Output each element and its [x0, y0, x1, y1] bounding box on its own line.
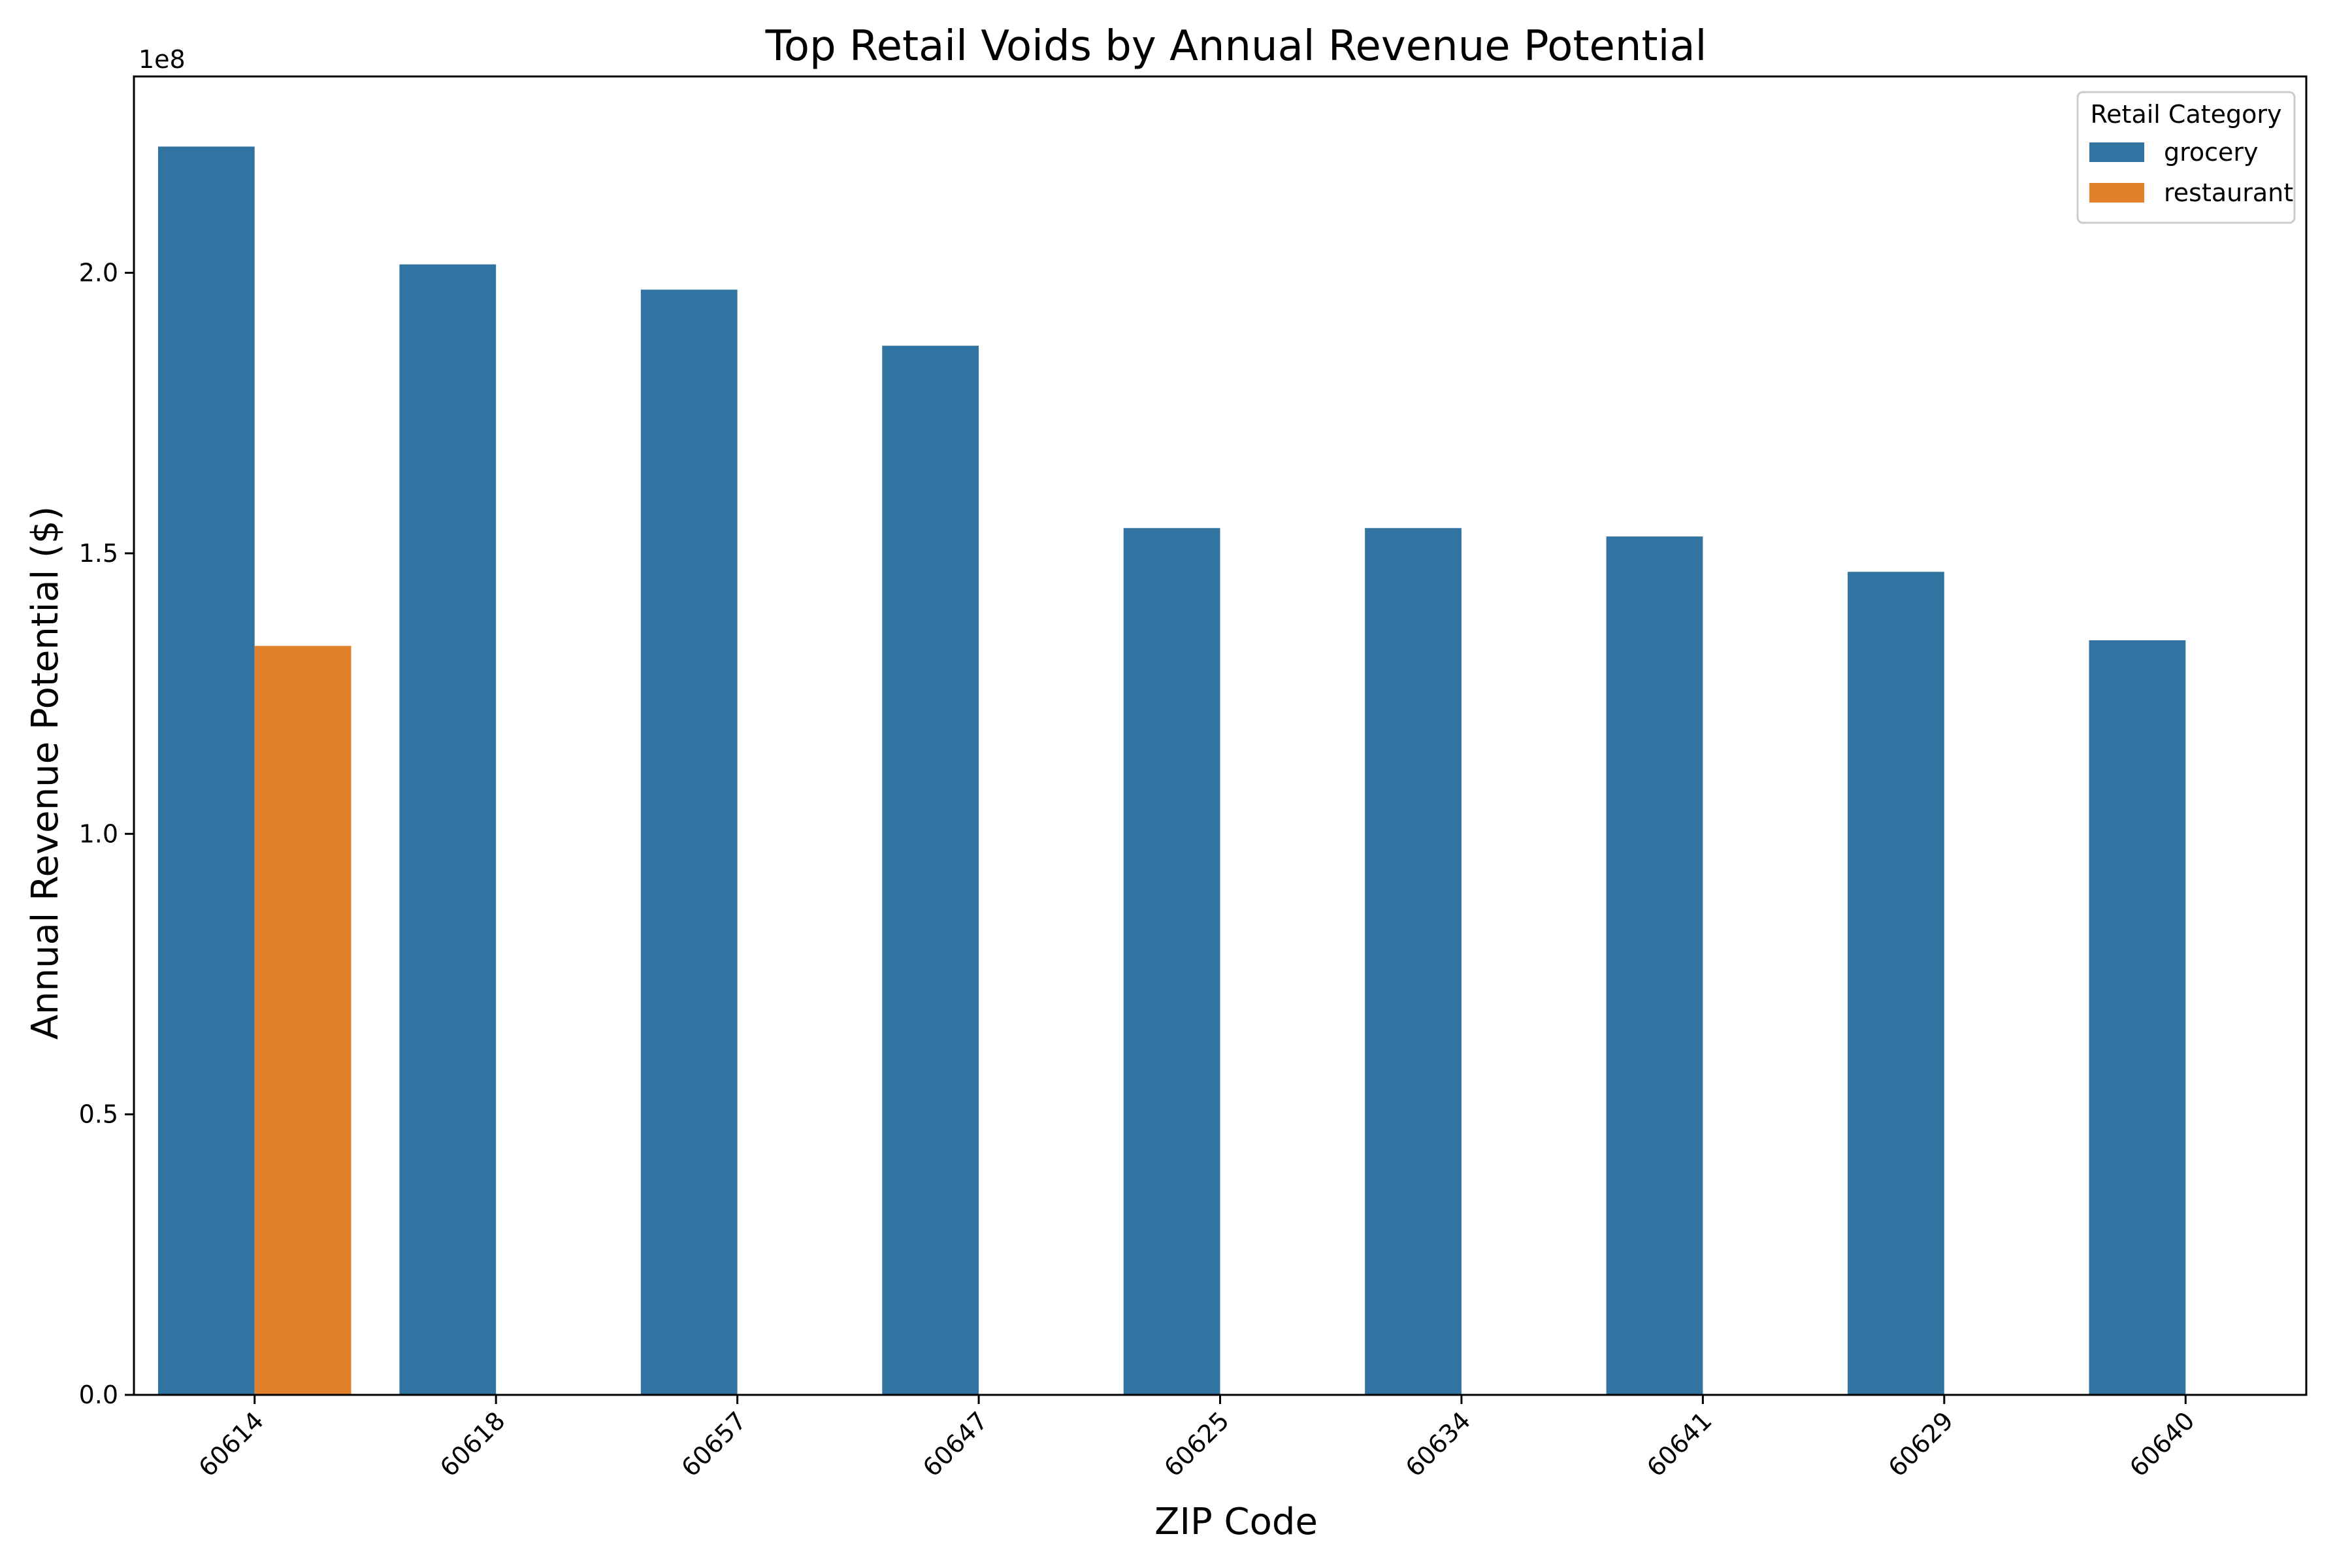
bar-grocery-60657: [640, 289, 738, 1395]
legend-swatch-grocery: [2089, 142, 2144, 162]
x-tick-label: 60647: [917, 1406, 994, 1482]
y-tick-label: 1.5: [79, 539, 118, 568]
plot-frame: [133, 75, 2308, 1396]
legend-label-grocery: grocery: [2164, 138, 2259, 167]
bar-grocery-60634: [1365, 528, 1462, 1395]
y-tick-label: 0.5: [79, 1100, 118, 1129]
y-axis-offset-label: 1e8: [139, 45, 186, 74]
legend: Retail Category grocery restaurant: [2076, 91, 2296, 224]
bar-grocery-60640: [2089, 640, 2186, 1395]
y-axis-ticks: 0.0 0.5 1.0 1.5 2.0: [79, 259, 134, 1409]
y-tick-label: 1.0: [79, 819, 118, 848]
x-tick-label: 60618: [434, 1406, 511, 1482]
bars-layer: [157, 146, 2186, 1396]
x-tick-label: 60640: [2124, 1406, 2200, 1482]
x-tick-label: 60634: [1400, 1406, 1477, 1482]
x-tick-label: 60657: [676, 1406, 752, 1482]
legend-items: grocery restaurant: [2089, 138, 2293, 207]
bar-grocery-60641: [1606, 536, 1703, 1395]
bar-grocery-60625: [1123, 528, 1220, 1395]
x-axis-label: ZIP Code: [1154, 1501, 1318, 1543]
x-tick-label: 60641: [1641, 1406, 1718, 1482]
legend-title: Retail Category: [2090, 100, 2281, 129]
y-axis-label: Annual Revenue Potential ($): [24, 506, 67, 1040]
bar-grocery-60629: [1848, 572, 1944, 1395]
y-tick-label: 0.0: [79, 1380, 118, 1409]
chart-title: Top Retail Voids by Annual Revenue Poten…: [765, 22, 1707, 71]
legend-swatch-restaurant: [2089, 183, 2144, 203]
x-axis-ticks: 60614 60618 60657 60647 60625 60634 60641 60629…: [193, 1395, 2200, 1482]
bar-grocery-60614: [157, 146, 255, 1396]
bar-restaurant-60614: [254, 645, 351, 1395]
legend-label-restaurant: restaurant: [2164, 178, 2293, 207]
y-tick-label: 2.0: [79, 259, 118, 287]
x-tick-label: 60629: [1883, 1406, 1959, 1482]
x-tick-label: 60625: [1158, 1406, 1235, 1482]
x-tick-label: 60614: [193, 1406, 269, 1482]
bar-grocery-60647: [882, 346, 979, 1396]
bar-grocery-60618: [399, 264, 497, 1395]
